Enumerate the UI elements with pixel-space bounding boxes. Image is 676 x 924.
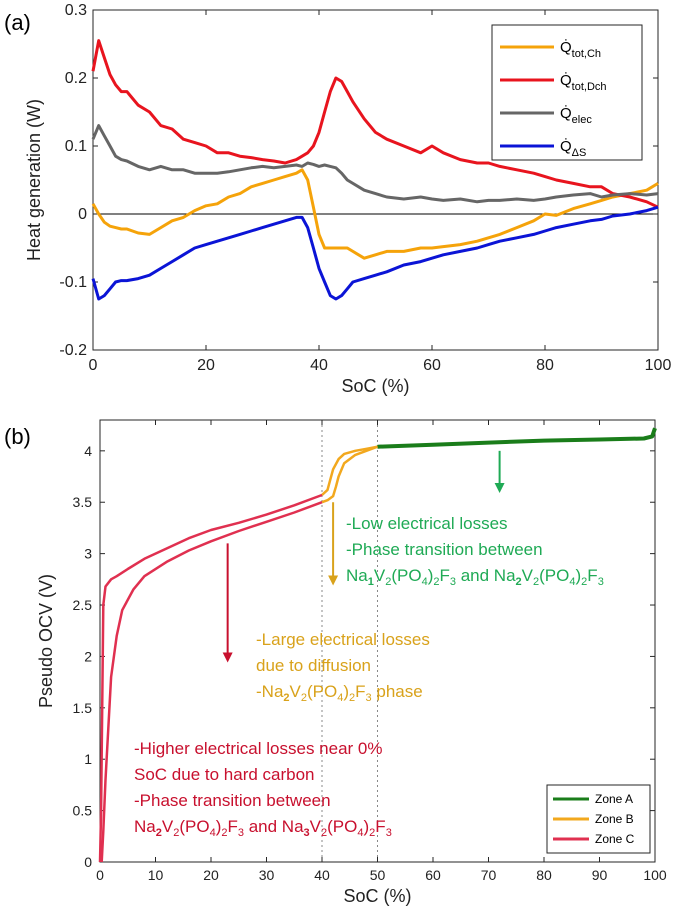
x-tick-label-a: 40 (310, 357, 328, 374)
series-line-a-1 (91, 168, 659, 260)
y-tick-label-a: -0.2 (59, 342, 87, 359)
y-tick-label-b: 1 (84, 751, 92, 767)
legend-label-a: Q̇tot,Dch (560, 72, 607, 93)
y-tick-label-a: 0.1 (65, 138, 87, 155)
annotation-line: -Higher electrical losses near 0% (134, 739, 383, 758)
legend-label-b: Zone B (595, 812, 634, 826)
series-line-b-2 (321, 445, 378, 496)
annotation-line: -Low electrical losses (346, 514, 508, 533)
annotation-arrow-head (494, 482, 505, 493)
x-tick-label-b: 0 (96, 867, 104, 883)
y-tick-label-a: 0 (78, 206, 87, 223)
chart-b: 0 10 20 30 40 50 60 70 80 90 100 0 0.5 1 1.5 2 2.5 3 3.5 4 S… (36, 419, 667, 906)
x-axis-label-b: SoC (%) (343, 886, 411, 906)
annotation-line: -Phase transition between (346, 540, 543, 559)
x-tick-label-b: 50 (370, 867, 386, 883)
chart-a: 0 20 40 60 80 100 -0.2 -0.1 0 0.1 0.2 0.3 SoC (%) Hea… (24, 2, 671, 396)
y-tick-label-b: 3.5 (73, 494, 93, 510)
legend-label-a: Q̇elec (560, 105, 592, 126)
annotation-line: -Na2V2(PO4)2F3 phase (256, 682, 423, 704)
legend-label-a: Q̇ΔS (560, 138, 586, 159)
annotation-arrow-head (328, 575, 339, 586)
y-tick-label-b: 1.5 (73, 700, 93, 716)
y-tick-label-a: 0.2 (65, 70, 87, 87)
x-tick-label-a: 20 (197, 357, 215, 374)
series-line-b-5 (100, 501, 323, 863)
series-line-b-3 (98, 493, 323, 863)
y-tick-label-b: 0 (84, 854, 92, 870)
x-tick-label-b: 80 (536, 867, 552, 883)
x-tick-label-b: 100 (643, 867, 667, 883)
panel-label-a: (a) (4, 10, 31, 35)
series-line-a-3 (91, 124, 659, 204)
x-tick-label-b: 60 (425, 867, 441, 883)
legend-label-b: Zone A (595, 792, 633, 806)
y-tick-label-a: -0.1 (59, 274, 87, 291)
y-tick-label-b: 2.5 (73, 597, 93, 613)
x-tick-label-b: 70 (481, 867, 497, 883)
series-line-a-4 (91, 205, 659, 301)
legend-label-a: Q̇tot,Ch (560, 39, 601, 60)
annotation-line: -Phase transition between (134, 791, 331, 810)
x-tick-label-b: 40 (314, 867, 330, 883)
annotation-arrow-head (222, 652, 233, 663)
y-tick-label-b: 2 (84, 648, 92, 664)
annotation-line: SoC due to hard carbon (134, 765, 315, 784)
x-tick-label-a: 100 (645, 357, 672, 374)
annotation-line: Na2V2(PO4)2F3 and Na3V2(PO4)2F3 (134, 817, 392, 839)
y-axis-label-b: Pseudo OCV (V) (36, 574, 56, 708)
series-line-a-2 (91, 39, 659, 209)
x-tick-label-a: 60 (423, 357, 441, 374)
x-axis-label-a: SoC (%) (341, 376, 409, 396)
annotation-line: -Large electrical losses (256, 630, 430, 649)
x-tick-label-a: 0 (89, 357, 98, 374)
y-tick-label-b: 3 (84, 546, 92, 562)
panel-label-b: (b) (4, 424, 31, 449)
legend-label-b: Zone C (595, 832, 635, 846)
y-tick-label-a: 0.3 (65, 2, 87, 19)
annotation-line: Na1V2(PO4)2F3 and Na2V2(PO4)2F3 (346, 566, 604, 588)
y-axis-label-a: Heat generation (W) (24, 99, 44, 261)
annotation-line: due to diffusion (256, 656, 371, 675)
y-tick-label-b: 0.5 (73, 803, 93, 819)
series-line-b-4 (321, 445, 378, 504)
x-tick-label-b: 10 (148, 867, 164, 883)
x-tick-label-a: 80 (536, 357, 554, 374)
y-tick-label-b: 4 (84, 443, 92, 459)
x-tick-label-b: 90 (592, 867, 608, 883)
x-tick-label-b: 20 (203, 867, 219, 883)
series-line-b-1 (377, 427, 657, 449)
x-tick-label-b: 30 (259, 867, 275, 883)
